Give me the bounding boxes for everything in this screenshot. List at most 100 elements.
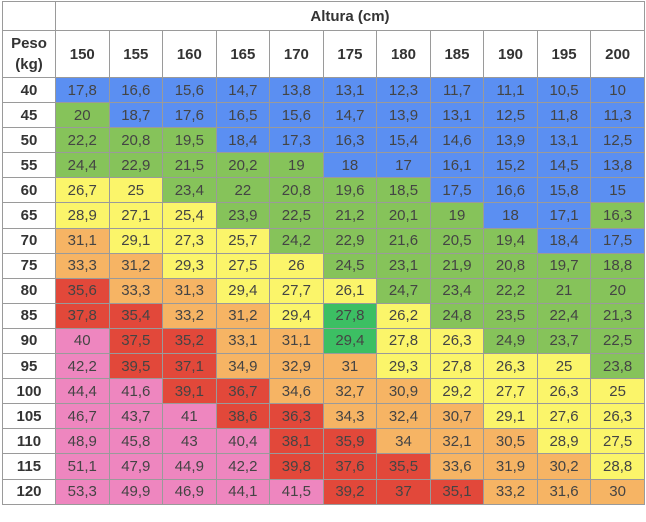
table-row: 90 40 37,5 35,2 33,1 31,1 29,4 27,8 26,3 24,9 23,7… xyxy=(2,327,645,355)
table-row: 120 53,3 49,9 46,9 44,1 41,5 39,2 37 35,1 33,2 31,… xyxy=(2,478,645,505)
bmi-cell: 17,5 xyxy=(590,227,645,254)
bmi-cell: 46,7 xyxy=(55,403,110,430)
height-header-7: 185 xyxy=(429,30,485,78)
bmi-cell: 41 xyxy=(162,403,217,430)
bmi-cell: 27,8 xyxy=(322,302,378,329)
bmi-cell: 48,9 xyxy=(55,428,110,455)
bmi-cell: 34,3 xyxy=(322,403,378,430)
bmi-cell: 20,8 xyxy=(269,177,324,204)
bmi-cell: 29,3 xyxy=(162,252,217,279)
bmi-cell: 39,2 xyxy=(322,478,378,505)
bmi-cell: 41,6 xyxy=(108,378,164,405)
bmi-cell: 33,3 xyxy=(55,252,110,279)
bmi-cell: 26,3 xyxy=(536,378,592,405)
bmi-cell: 29,3 xyxy=(376,353,431,380)
bmi-cell: 24,9 xyxy=(483,327,538,355)
table-row: 75 33,3 31,2 29,3 27,5 26 24,5 23,1 21,9 20,8 19,7… xyxy=(2,252,645,279)
bmi-cell: 32,9 xyxy=(269,353,324,380)
bmi-cell: 37,1 xyxy=(162,353,217,380)
height-header-5: 175 xyxy=(322,30,378,78)
bmi-cell: 21,2 xyxy=(322,202,378,229)
bmi-cell: 31,2 xyxy=(108,252,164,279)
bmi-cell: 44,9 xyxy=(162,453,217,480)
bmi-cell: 15 xyxy=(590,177,645,204)
bmi-cell: 44,1 xyxy=(215,478,271,505)
bmi-cell: 25 xyxy=(108,177,164,204)
corner-blank-cell xyxy=(2,1,56,31)
bmi-cell: 23,9 xyxy=(215,202,271,229)
bmi-cell: 39,8 xyxy=(269,453,324,480)
bmi-cell: 32,7 xyxy=(322,378,378,405)
bmi-cell: 25 xyxy=(590,378,645,405)
bmi-cell: 29,4 xyxy=(215,277,271,304)
bmi-cell: 39,5 xyxy=(108,353,164,380)
bmi-cell: 27,7 xyxy=(269,277,324,304)
bmi-cell: 28,8 xyxy=(590,453,645,480)
bmi-cell: 21,6 xyxy=(376,227,431,254)
bmi-cell: 36,7 xyxy=(215,378,271,405)
bmi-cell: 32,1 xyxy=(429,428,485,455)
table-row: 110 48,9 45,8 43 40,4 38,1 35,9 34 32,1 30,5 28,9 2… xyxy=(2,428,645,455)
bmi-cell: 33,3 xyxy=(108,277,164,304)
bmi-cell: 23,7 xyxy=(536,327,592,355)
height-header-2: 160 xyxy=(162,30,217,78)
bmi-cell: 15,8 xyxy=(536,177,592,204)
bmi-cell: 31,3 xyxy=(162,277,217,304)
bmi-cell: 38,6 xyxy=(215,403,271,430)
table-row: 50 22,2 20,8 19,5 18,4 17,3 16,3 15,4 14,6 13,9 13… xyxy=(2,127,645,154)
table-title: Altura (cm) xyxy=(55,1,645,31)
bmi-cell: 18 xyxy=(322,152,378,179)
bmi-cell: 29,4 xyxy=(269,302,324,329)
bmi-cell: 18,5 xyxy=(376,177,431,204)
bmi-cell: 34 xyxy=(376,428,431,455)
bmi-cell: 35,5 xyxy=(376,453,431,480)
bmi-cell: 15,6 xyxy=(162,76,217,104)
bmi-cell: 24,5 xyxy=(322,252,378,279)
bmi-cell: 26,3 xyxy=(483,353,538,380)
bmi-cell: 21 xyxy=(536,277,592,304)
bmi-cell: 26,2 xyxy=(376,302,431,329)
bmi-cell: 36,3 xyxy=(269,403,324,430)
bmi-cell: 30,9 xyxy=(376,378,431,405)
corner-label: Peso (kg) xyxy=(2,30,56,78)
bmi-cell: 22,5 xyxy=(269,202,324,229)
bmi-cell: 22,2 xyxy=(55,127,110,154)
bmi-cell: 20 xyxy=(55,102,110,129)
bmi-cell: 12,3 xyxy=(376,76,431,104)
bmi-cell: 44,4 xyxy=(55,378,110,405)
bmi-cell: 13,1 xyxy=(536,127,592,154)
bmi-cell: 42,2 xyxy=(55,353,110,380)
bmi-cell: 29,1 xyxy=(108,227,164,254)
bmi-cell: 27,7 xyxy=(483,378,538,405)
bmi-cell: 14,5 xyxy=(536,152,592,179)
height-header-0: 150 xyxy=(55,30,110,78)
height-header-10: 200 xyxy=(590,30,645,78)
bmi-cell: 37,5 xyxy=(108,327,164,355)
bmi-cell: 15,4 xyxy=(376,127,431,154)
bmi-cell: 31,1 xyxy=(55,227,110,254)
bmi-cell: 49,9 xyxy=(108,478,164,505)
bmi-cell: 18,7 xyxy=(108,102,164,129)
bmi-cell: 23,4 xyxy=(429,277,485,304)
bmi-cell: 33,6 xyxy=(429,453,485,480)
bmi-cell: 10,5 xyxy=(536,76,592,104)
bmi-cell: 15,2 xyxy=(483,152,538,179)
weight-label: 60 xyxy=(2,177,56,204)
bmi-cell: 43 xyxy=(162,428,217,455)
bmi-cell: 28,9 xyxy=(55,202,110,229)
bmi-cell: 13,8 xyxy=(590,152,645,179)
weight-label: 80 xyxy=(2,277,56,304)
height-header-6: 180 xyxy=(376,30,431,78)
bmi-cell: 17,6 xyxy=(162,102,217,129)
bmi-cell: 11,7 xyxy=(429,76,485,104)
table-row: 45 20 18,7 17,6 16,5 15,6 14,7 13,9 13,1 12,5 11,8… xyxy=(2,102,645,129)
table-row: 115 51,1 47,9 44,9 42,2 39,8 37,6 35,5 33,6 31,9 3… xyxy=(2,453,645,480)
bmi-cell: 51,1 xyxy=(55,453,110,480)
bmi-cell: 19,7 xyxy=(536,252,592,279)
bmi-cell: 13,8 xyxy=(269,76,324,104)
table-row: 95 42,2 39,5 37,1 34,9 32,9 31 29,3 27,8 26,3 25 23… xyxy=(2,353,645,380)
bmi-cell: 20,8 xyxy=(483,252,538,279)
weight-label: 40 xyxy=(2,76,56,104)
table-row: 60 26,7 25 23,4 22 20,8 19,6 18,5 17,5 16,6 15,8 15 xyxy=(2,177,645,204)
bmi-cell: 22 xyxy=(215,177,271,204)
